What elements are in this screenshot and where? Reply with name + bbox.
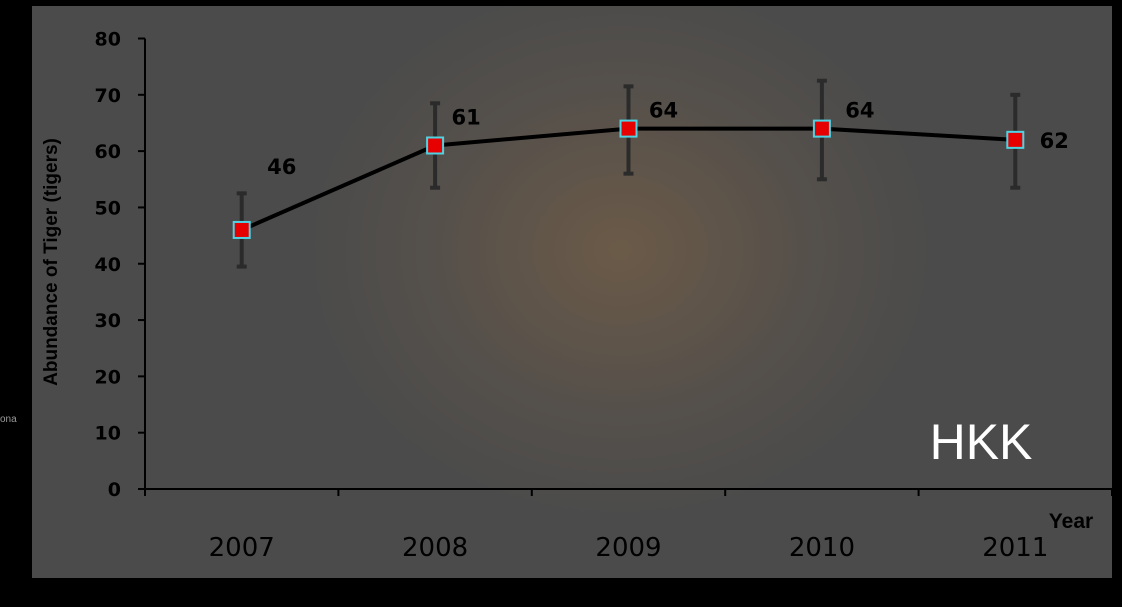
x-tick-label: 2007 xyxy=(209,533,275,563)
left-border xyxy=(0,0,32,607)
y-tick-label: 50 xyxy=(95,197,121,219)
data-label: 62 xyxy=(1040,129,1069,153)
y-tick-label: 30 xyxy=(95,310,121,332)
data-label: 46 xyxy=(267,155,296,179)
x-tick-label: 2011 xyxy=(982,533,1048,563)
right-border xyxy=(1112,0,1122,607)
axes: 0 10 20 30 40 50 60 70 80 2007 2008 2009 2010 2011 xyxy=(95,29,1113,563)
y-axis-title: Abundance of Tiger (tigers) xyxy=(41,138,62,386)
x-axis-title: Year xyxy=(1049,510,1093,533)
y-tick-label: 80 xyxy=(95,29,121,51)
y-tick-label: 10 xyxy=(95,423,121,445)
edge-text: ona xyxy=(0,414,17,425)
data-point xyxy=(1006,130,1025,149)
labels: 46 61 64 64 62 xyxy=(267,99,1069,179)
y-tick-label: 20 xyxy=(95,366,121,388)
data-label: 64 xyxy=(649,99,678,123)
data-point xyxy=(426,136,445,155)
region-label: HKK xyxy=(930,414,1033,470)
bottom-border xyxy=(0,578,1122,607)
data-point xyxy=(619,119,638,138)
y-tick-label: 0 xyxy=(108,479,121,501)
data-point xyxy=(812,119,831,138)
top-border xyxy=(0,0,1122,6)
x-tick-label: 2008 xyxy=(402,533,468,563)
y-tick-label: 60 xyxy=(95,141,121,163)
y-tick-label: 40 xyxy=(95,254,121,276)
data-label: 61 xyxy=(451,105,480,129)
markers xyxy=(232,119,1025,239)
y-tick-label: 70 xyxy=(95,85,121,107)
x-tick-label: 2009 xyxy=(595,533,661,563)
x-tick-label: 2010 xyxy=(789,533,855,563)
data-point xyxy=(232,220,251,239)
data-label: 64 xyxy=(845,99,874,123)
error-bars xyxy=(236,78,1021,269)
